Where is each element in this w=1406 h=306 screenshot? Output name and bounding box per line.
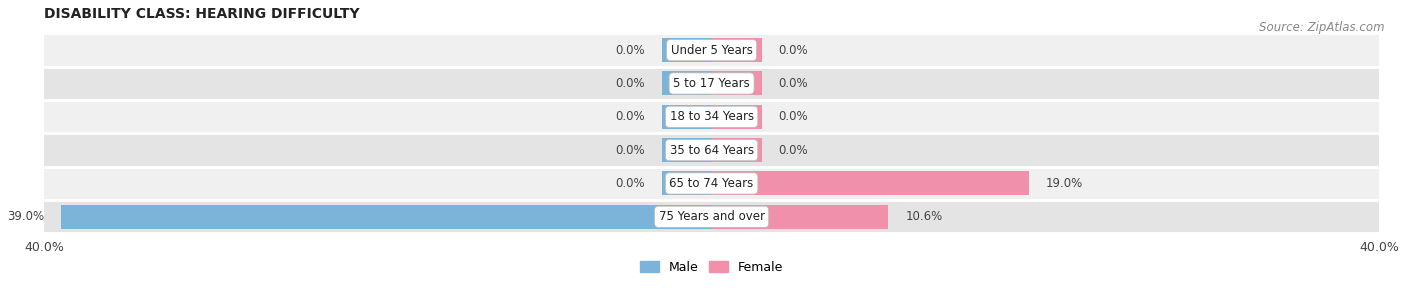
- Bar: [711, 38, 762, 62]
- Bar: [44, 100, 1379, 133]
- Text: 65 to 74 Years: 65 to 74 Years: [669, 177, 754, 190]
- Text: 75 Years and over: 75 Years and over: [658, 210, 765, 223]
- Text: 18 to 34 Years: 18 to 34 Years: [669, 110, 754, 123]
- Text: 0.0%: 0.0%: [616, 44, 645, 57]
- Text: 0.0%: 0.0%: [616, 77, 645, 90]
- Bar: [662, 171, 711, 196]
- Text: 0.0%: 0.0%: [616, 177, 645, 190]
- Bar: [711, 171, 1029, 196]
- Text: 0.0%: 0.0%: [616, 110, 645, 123]
- Text: Under 5 Years: Under 5 Years: [671, 44, 752, 57]
- Text: 10.6%: 10.6%: [905, 210, 942, 223]
- Text: 19.0%: 19.0%: [1045, 177, 1083, 190]
- Bar: [44, 200, 1379, 233]
- Bar: [662, 105, 711, 129]
- Bar: [44, 167, 1379, 200]
- Text: 5 to 17 Years: 5 to 17 Years: [673, 77, 749, 90]
- Bar: [44, 67, 1379, 100]
- Text: DISABILITY CLASS: HEARING DIFFICULTY: DISABILITY CLASS: HEARING DIFFICULTY: [44, 7, 360, 21]
- Bar: [711, 205, 889, 229]
- Text: 0.0%: 0.0%: [616, 144, 645, 157]
- Text: 0.0%: 0.0%: [779, 77, 808, 90]
- Text: 0.0%: 0.0%: [779, 44, 808, 57]
- Text: 35 to 64 Years: 35 to 64 Years: [669, 144, 754, 157]
- Text: 39.0%: 39.0%: [7, 210, 44, 223]
- Bar: [60, 205, 711, 229]
- Bar: [662, 138, 711, 162]
- Bar: [711, 72, 762, 95]
- Bar: [711, 105, 762, 129]
- Text: 0.0%: 0.0%: [779, 110, 808, 123]
- Text: 0.0%: 0.0%: [779, 144, 808, 157]
- Bar: [662, 72, 711, 95]
- Legend: Male, Female: Male, Female: [640, 261, 783, 274]
- Text: Source: ZipAtlas.com: Source: ZipAtlas.com: [1260, 21, 1385, 34]
- Bar: [44, 33, 1379, 67]
- Bar: [44, 133, 1379, 167]
- Bar: [662, 38, 711, 62]
- Bar: [711, 138, 762, 162]
